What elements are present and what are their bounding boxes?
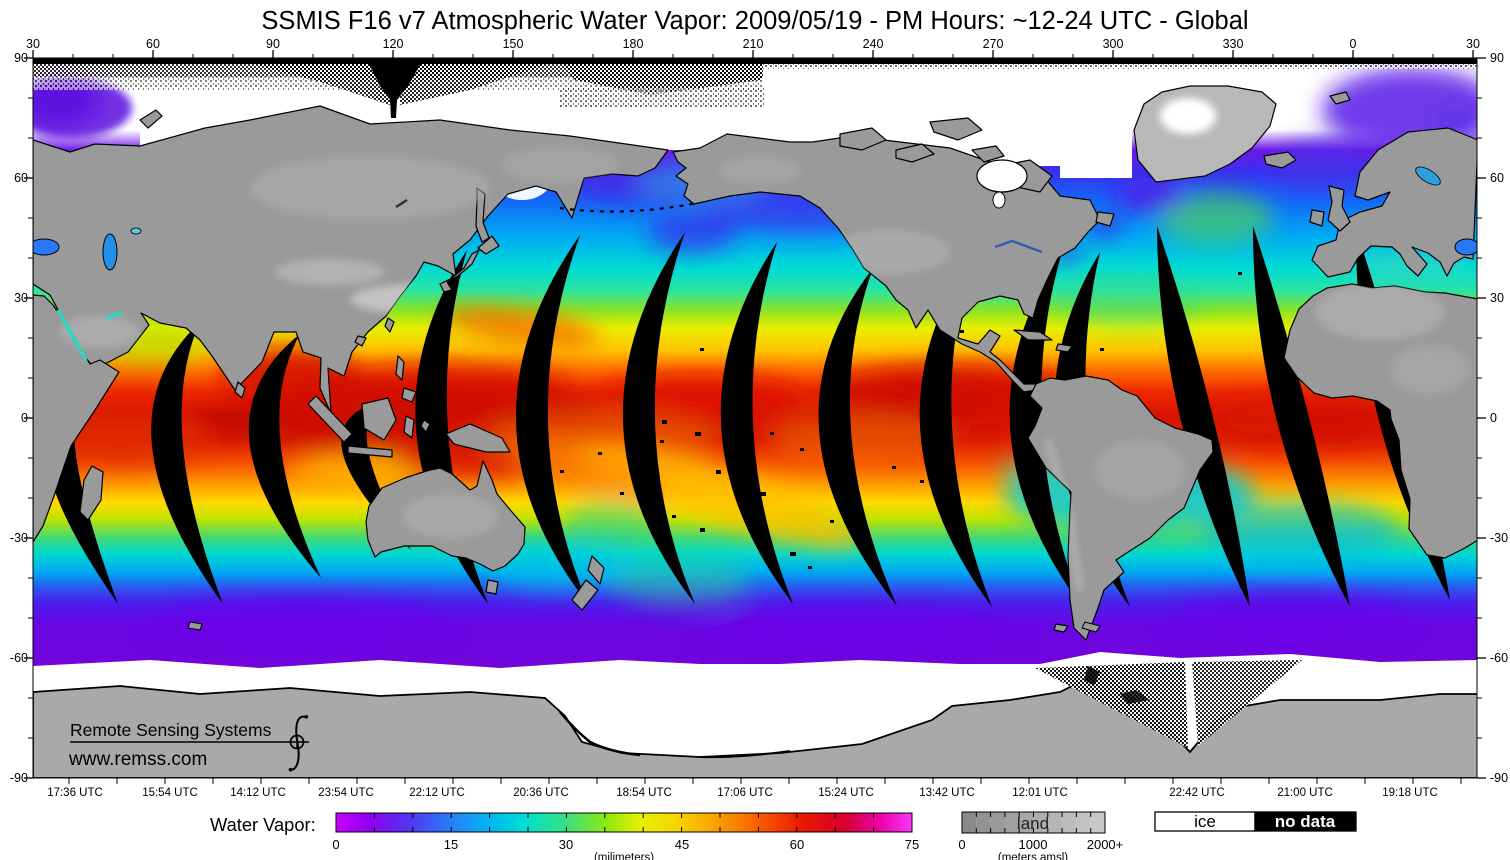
- svg-text:no data: no data: [1275, 812, 1336, 831]
- svg-text:-60: -60: [1490, 651, 1508, 665]
- svg-text:120: 120: [383, 37, 404, 51]
- svg-text:30: 30: [1490, 291, 1504, 305]
- svg-text:0: 0: [1490, 411, 1497, 425]
- svg-text:13:42 UTC: 13:42 UTC: [919, 787, 975, 799]
- svg-text:60: 60: [146, 37, 160, 51]
- svg-text:30: 30: [14, 291, 28, 305]
- svg-text:(meters amsl): (meters amsl): [998, 852, 1068, 860]
- svg-text:22:12 UTC: 22:12 UTC: [409, 787, 465, 799]
- svg-text:-30: -30: [1490, 531, 1508, 545]
- svg-text:19:18 UTC: 19:18 UTC: [1382, 787, 1438, 799]
- svg-text:15: 15: [444, 837, 458, 852]
- svg-text:www.remss.com: www.remss.com: [68, 749, 207, 770]
- svg-text:20:36 UTC: 20:36 UTC: [513, 787, 569, 799]
- svg-text:90: 90: [1490, 51, 1504, 65]
- svg-text:(milimeters): (milimeters): [594, 852, 654, 860]
- svg-text:180: 180: [623, 37, 644, 51]
- svg-text:240: 240: [863, 37, 884, 51]
- svg-text:-30: -30: [10, 531, 28, 545]
- svg-text:17:06 UTC: 17:06 UTC: [717, 787, 773, 799]
- svg-text:0: 0: [958, 837, 965, 852]
- svg-text:90: 90: [14, 51, 28, 65]
- svg-text:330: 330: [1223, 37, 1244, 51]
- svg-text:17:36 UTC: 17:36 UTC: [47, 787, 103, 799]
- svg-text:-60: -60: [10, 651, 28, 665]
- svg-text:2000+: 2000+: [1087, 837, 1124, 852]
- svg-text:SSMIS F16 v7 Atmospheric Water: SSMIS F16 v7 Atmospheric Water Vapor: 20…: [261, 7, 1248, 35]
- svg-text:land: land: [1017, 814, 1049, 833]
- svg-text:22:42 UTC: 22:42 UTC: [1169, 787, 1225, 799]
- svg-text:21:00 UTC: 21:00 UTC: [1277, 787, 1333, 799]
- svg-text:45: 45: [675, 837, 689, 852]
- svg-text:12:01 UTC: 12:01 UTC: [1012, 787, 1068, 799]
- svg-text:-90: -90: [10, 771, 28, 785]
- svg-text:300: 300: [1103, 37, 1124, 51]
- svg-text:23:54 UTC: 23:54 UTC: [318, 787, 374, 799]
- svg-text:18:54 UTC: 18:54 UTC: [616, 787, 672, 799]
- svg-text:0: 0: [1350, 37, 1357, 51]
- svg-text:60: 60: [14, 171, 28, 185]
- svg-text:30: 30: [559, 837, 573, 852]
- svg-text:75: 75: [905, 837, 919, 852]
- svg-text:60: 60: [790, 837, 804, 852]
- svg-text:30: 30: [26, 37, 40, 51]
- svg-text:270: 270: [983, 37, 1004, 51]
- svg-text:60: 60: [1490, 171, 1504, 185]
- svg-text:-90: -90: [1490, 771, 1508, 785]
- svg-text:14:12 UTC: 14:12 UTC: [230, 787, 286, 799]
- svg-text:90: 90: [266, 37, 280, 51]
- svg-text:Remote Sensing Systems: Remote Sensing Systems: [70, 720, 272, 740]
- svg-text:30: 30: [1466, 37, 1480, 51]
- svg-text:ice: ice: [1194, 812, 1216, 831]
- svg-text:0: 0: [332, 837, 339, 852]
- svg-text:150: 150: [503, 37, 524, 51]
- svg-text:15:24 UTC: 15:24 UTC: [818, 787, 874, 799]
- svg-text:210: 210: [743, 37, 764, 51]
- svg-text:Water Vapor:: Water Vapor:: [210, 814, 316, 835]
- svg-text:1000: 1000: [1019, 837, 1048, 852]
- svg-text:15:54 UTC: 15:54 UTC: [142, 787, 198, 799]
